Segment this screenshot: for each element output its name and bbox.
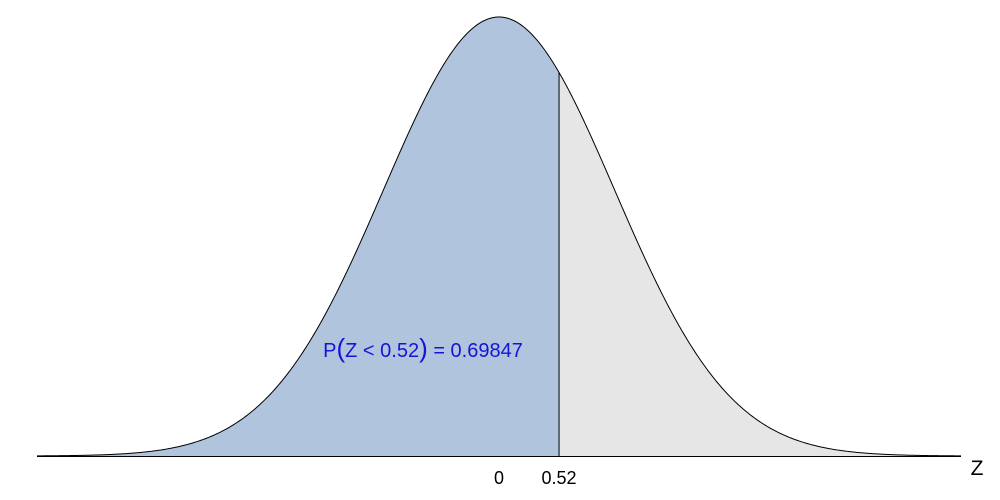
probability-annotation: P(Z < 0.52) = 0.69847 [323,333,523,363]
x-tick-label-0: 0 [494,468,504,488]
annotation-prefix: P [323,340,336,362]
x-tick-label-1: 0.52 [542,468,577,488]
x-axis-label: Z [971,457,984,480]
unshaded-area-right-of-cutoff [559,72,961,457]
annotation-close-paren: ) [419,333,428,363]
density-curve [36,16,962,457]
x-axis-ticks: 0 0.52 [494,468,577,488]
annotation-value: = 0.69847 [428,340,523,362]
annotation-open-paren: ( [336,333,345,363]
annotation-expression: Z < 0.52 [345,340,419,362]
shaded-area-left-of-cutoff [37,17,560,456]
